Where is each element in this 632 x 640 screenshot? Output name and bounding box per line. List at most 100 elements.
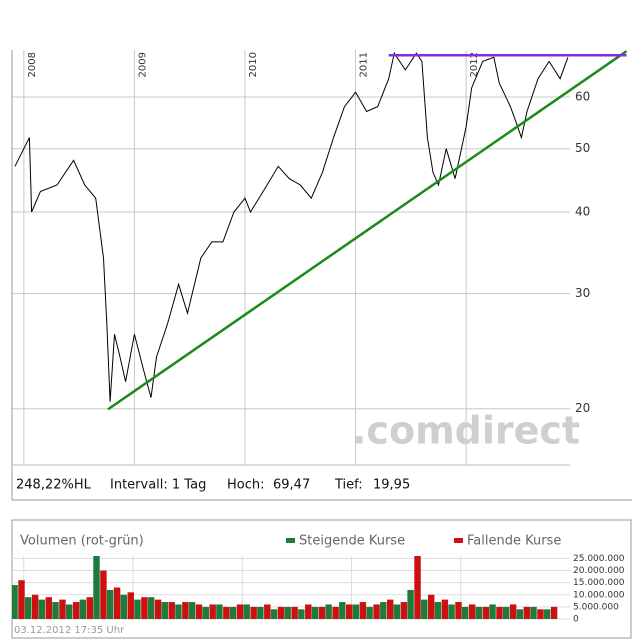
volume-bar [516,609,524,619]
y-tick-label: 5.000.000 [573,602,619,612]
volume-bar [380,602,387,619]
volume-bar [489,604,496,619]
legend-label: Steigende Kurse [299,534,405,549]
volume-bar [325,604,332,619]
volume-bar [195,604,203,619]
y-tick-label: 30 [575,286,590,300]
volume-bar [468,604,476,619]
volume-bar [462,606,469,619]
high-value: 69,47 [273,478,310,493]
volume-bar [359,602,367,619]
volume-bar [52,602,59,619]
volume-bar [216,604,223,619]
volume-bar [31,594,39,619]
timestamp: 03.12.2012 17:35 Uhr [14,625,125,636]
hl-change: 248,22%HL [16,478,92,493]
y-tick-label: 20 [575,401,590,415]
y-tick-label: 15.000.000 [573,578,625,588]
volume-bar [543,609,551,619]
low-label: Tief: [334,478,363,493]
volume-bar [387,599,394,619]
high-label: Hoch: [227,478,265,493]
volume-bar [291,606,298,619]
volume-bar [168,602,175,619]
volume-bar [113,587,121,619]
volume-bar [182,602,189,619]
volume-bar [537,609,544,619]
legend-swatch [286,538,295,543]
volume-bar [175,604,182,619]
volume-bar [86,597,93,619]
volume-bar [339,602,346,619]
volume-bar [147,597,155,619]
volume-bar [407,589,414,619]
volume-bar [250,606,257,619]
price-panel: .comdirect 248,22%HL Intervall: 1 Tag Ho… [11,50,632,501]
volume-bar [12,585,18,619]
volume-bar [223,606,230,619]
legend-swatch [454,538,463,543]
volume-bar [373,604,380,619]
volume-bar [154,599,162,619]
x-tick-label: 2010 [248,52,259,77]
volume-bar [243,604,250,619]
volume-title: Volumen (rot-grün) [20,534,144,549]
volume-bar [427,594,435,619]
volume-bar [65,604,73,619]
volume-bar [72,602,80,619]
volume-bar [550,606,558,619]
y-tick-label: 0 [573,615,579,625]
volume-bar [400,602,408,619]
y-tick-label: 25.000.000 [573,554,625,564]
volume-bar [318,606,326,619]
volume-bar [38,599,46,619]
volume-bar [229,606,237,619]
volume-bar [482,606,490,619]
volume-bar [448,604,455,619]
legend-label: Fallende Kurse [467,534,561,549]
volume-bar [530,606,537,619]
volume-bar [434,602,442,619]
volume-bar [257,606,264,619]
low-value: 19,95 [373,478,410,493]
volume-bar [202,606,209,619]
interval: Intervall: 1 Tag [110,478,206,493]
volume-bar [441,599,449,619]
volume-bar [141,597,148,619]
trend-line [107,50,628,411]
volume-bar [188,602,196,619]
y-tick-label: 60 [575,89,590,103]
volume-bar [59,599,66,619]
volume-bar [45,597,53,619]
volume-bar [346,604,353,619]
volume-bar [79,599,87,619]
x-tick-label: 2011 [359,52,370,77]
volume-bar [209,604,216,619]
volume-bar [305,604,312,619]
volume-bar [284,606,291,619]
volume-bar [24,597,32,619]
volume-bar [496,606,503,619]
volume-bar [393,604,401,619]
volume-bar [352,604,360,619]
volume-bar [475,606,483,619]
y-tick-label: 40 [575,205,590,219]
watermark: .comdirect [352,409,580,453]
frame [11,519,632,639]
volume-bar [509,604,517,619]
volume-bar [366,606,373,619]
volume-bar [134,599,141,619]
volume-bar [414,556,421,619]
x-tick-label: 2009 [137,52,148,77]
price-line [14,51,569,402]
volume-bar [523,606,531,619]
volume-bar [127,592,134,619]
volume-bar [311,606,319,619]
volume-bar [100,570,107,619]
volume-panel: Volumen (rot-grün) Steigende Kurse Falle… [11,519,632,639]
volume-bar [298,609,305,619]
volume-bar [502,606,510,619]
volume-bar [120,594,128,619]
x-tick-label: 2012 [469,52,480,77]
